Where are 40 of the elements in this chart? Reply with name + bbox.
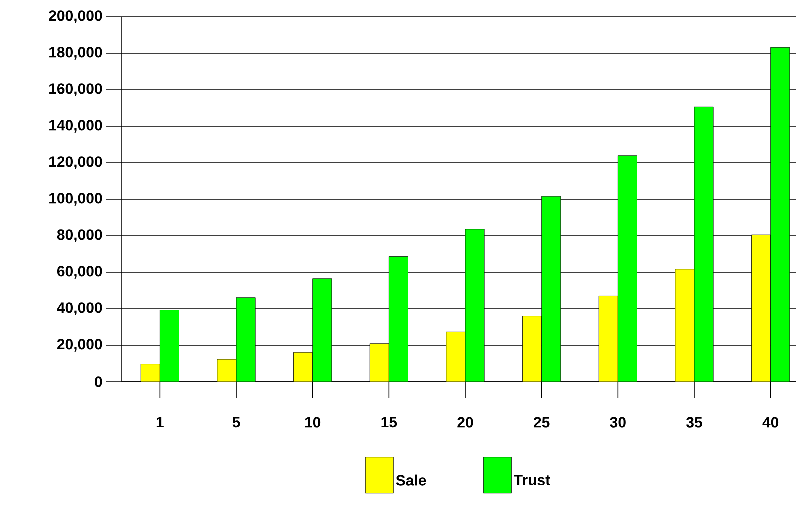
- legend-label: Sale: [396, 474, 426, 486]
- x-tick-label: 30: [610, 417, 626, 428]
- bar: [312, 278, 332, 382]
- y-tick-label: 200,000: [49, 10, 102, 24]
- legend-label: Trust: [514, 475, 550, 486]
- x-tick-label: 25: [534, 417, 550, 428]
- bar: [618, 156, 638, 382]
- bar: [160, 310, 180, 382]
- x-tick-label: 1: [156, 417, 164, 428]
- y-tick-label: 120,000: [50, 156, 102, 170]
- bar: [236, 298, 256, 382]
- y-tick-label: 100,000: [50, 193, 102, 206]
- bar: [294, 352, 314, 382]
- bar: [446, 332, 466, 382]
- x-tick-label: 40: [762, 417, 779, 428]
- x-tick-label: 15: [382, 417, 398, 428]
- y-tick-label: 0: [95, 376, 102, 388]
- bar: [542, 196, 562, 382]
- bar: [388, 256, 408, 382]
- x-tick-label: 5: [232, 417, 240, 428]
- bar: [465, 229, 485, 382]
- bar: [770, 47, 790, 382]
- y-tick-label: 140,000: [50, 120, 102, 133]
- x-tick-label: 35: [686, 417, 702, 428]
- bar: [522, 316, 542, 382]
- y-tick-label: 60,000: [57, 266, 102, 279]
- bar: [752, 234, 772, 382]
- x-tick-label: 10: [305, 417, 321, 428]
- x-tick-label: 20: [458, 417, 474, 428]
- y-tick-label: 40,000: [57, 302, 102, 316]
- bar: [140, 364, 160, 382]
- y-tick-label: 180,000: [50, 47, 102, 60]
- bar: [694, 106, 714, 382]
- bar: [675, 269, 695, 382]
- y-tick-label: 80,000: [57, 230, 102, 242]
- bar: [370, 344, 390, 382]
- y-tick-label: 160,000: [50, 84, 102, 96]
- bar: [217, 359, 237, 382]
- y-tick-label: 20,000: [57, 339, 102, 352]
- bar: [598, 296, 618, 382]
